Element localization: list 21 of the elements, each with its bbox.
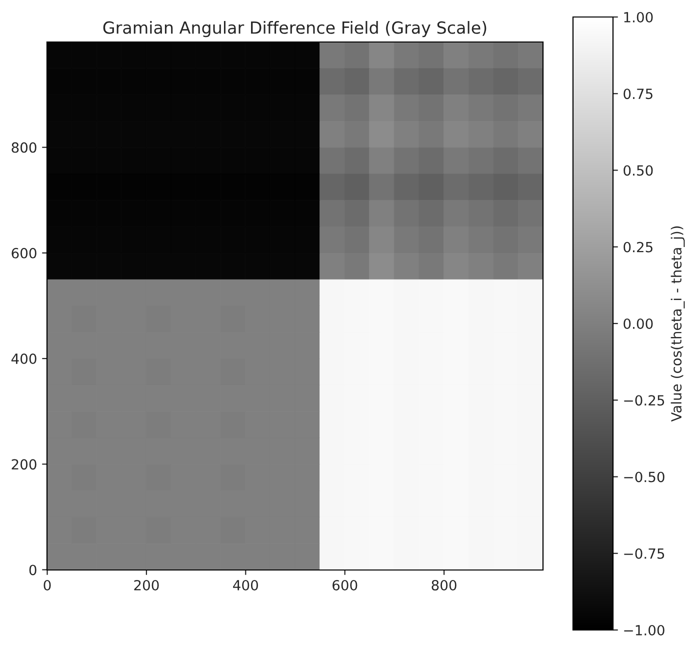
x-tick-label: 800 <box>432 580 456 590</box>
color-bar-label: −0.50 <box>624 472 664 482</box>
color-bar-label: −1.00 <box>624 624 664 636</box>
y-tick-label: 200 <box>12 459 36 470</box>
x-tick-label: 200 <box>134 580 159 590</box>
y-tick-label: 0 <box>29 564 36 576</box>
color-bar-label: 0.00 <box>624 318 653 329</box>
color-bar-label: 0.75 <box>624 88 652 100</box>
x-tick-label: 600 <box>332 580 358 590</box>
y-tick-label: 600 <box>12 248 36 258</box>
chart-title: Gramian Angular Difference Field (Gray Scale) <box>103 21 486 38</box>
color-bar-label: 0.50 <box>624 165 653 176</box>
color-bar-title: Value (cos(theta_i - theta_j)) <box>670 226 685 422</box>
color-bar-label: 0.25 <box>624 242 652 252</box>
y-tick-label: 800 <box>12 142 36 153</box>
y-tick-label: 400 <box>11 354 36 364</box>
color-bar-label: −0.75 <box>624 548 664 559</box>
color-bar-label: 1.00 <box>624 12 653 22</box>
color-bar-label: −0.25 <box>624 395 664 406</box>
x-tick-label: 0 <box>44 580 51 590</box>
x-tick-label: 400 <box>233 580 258 590</box>
